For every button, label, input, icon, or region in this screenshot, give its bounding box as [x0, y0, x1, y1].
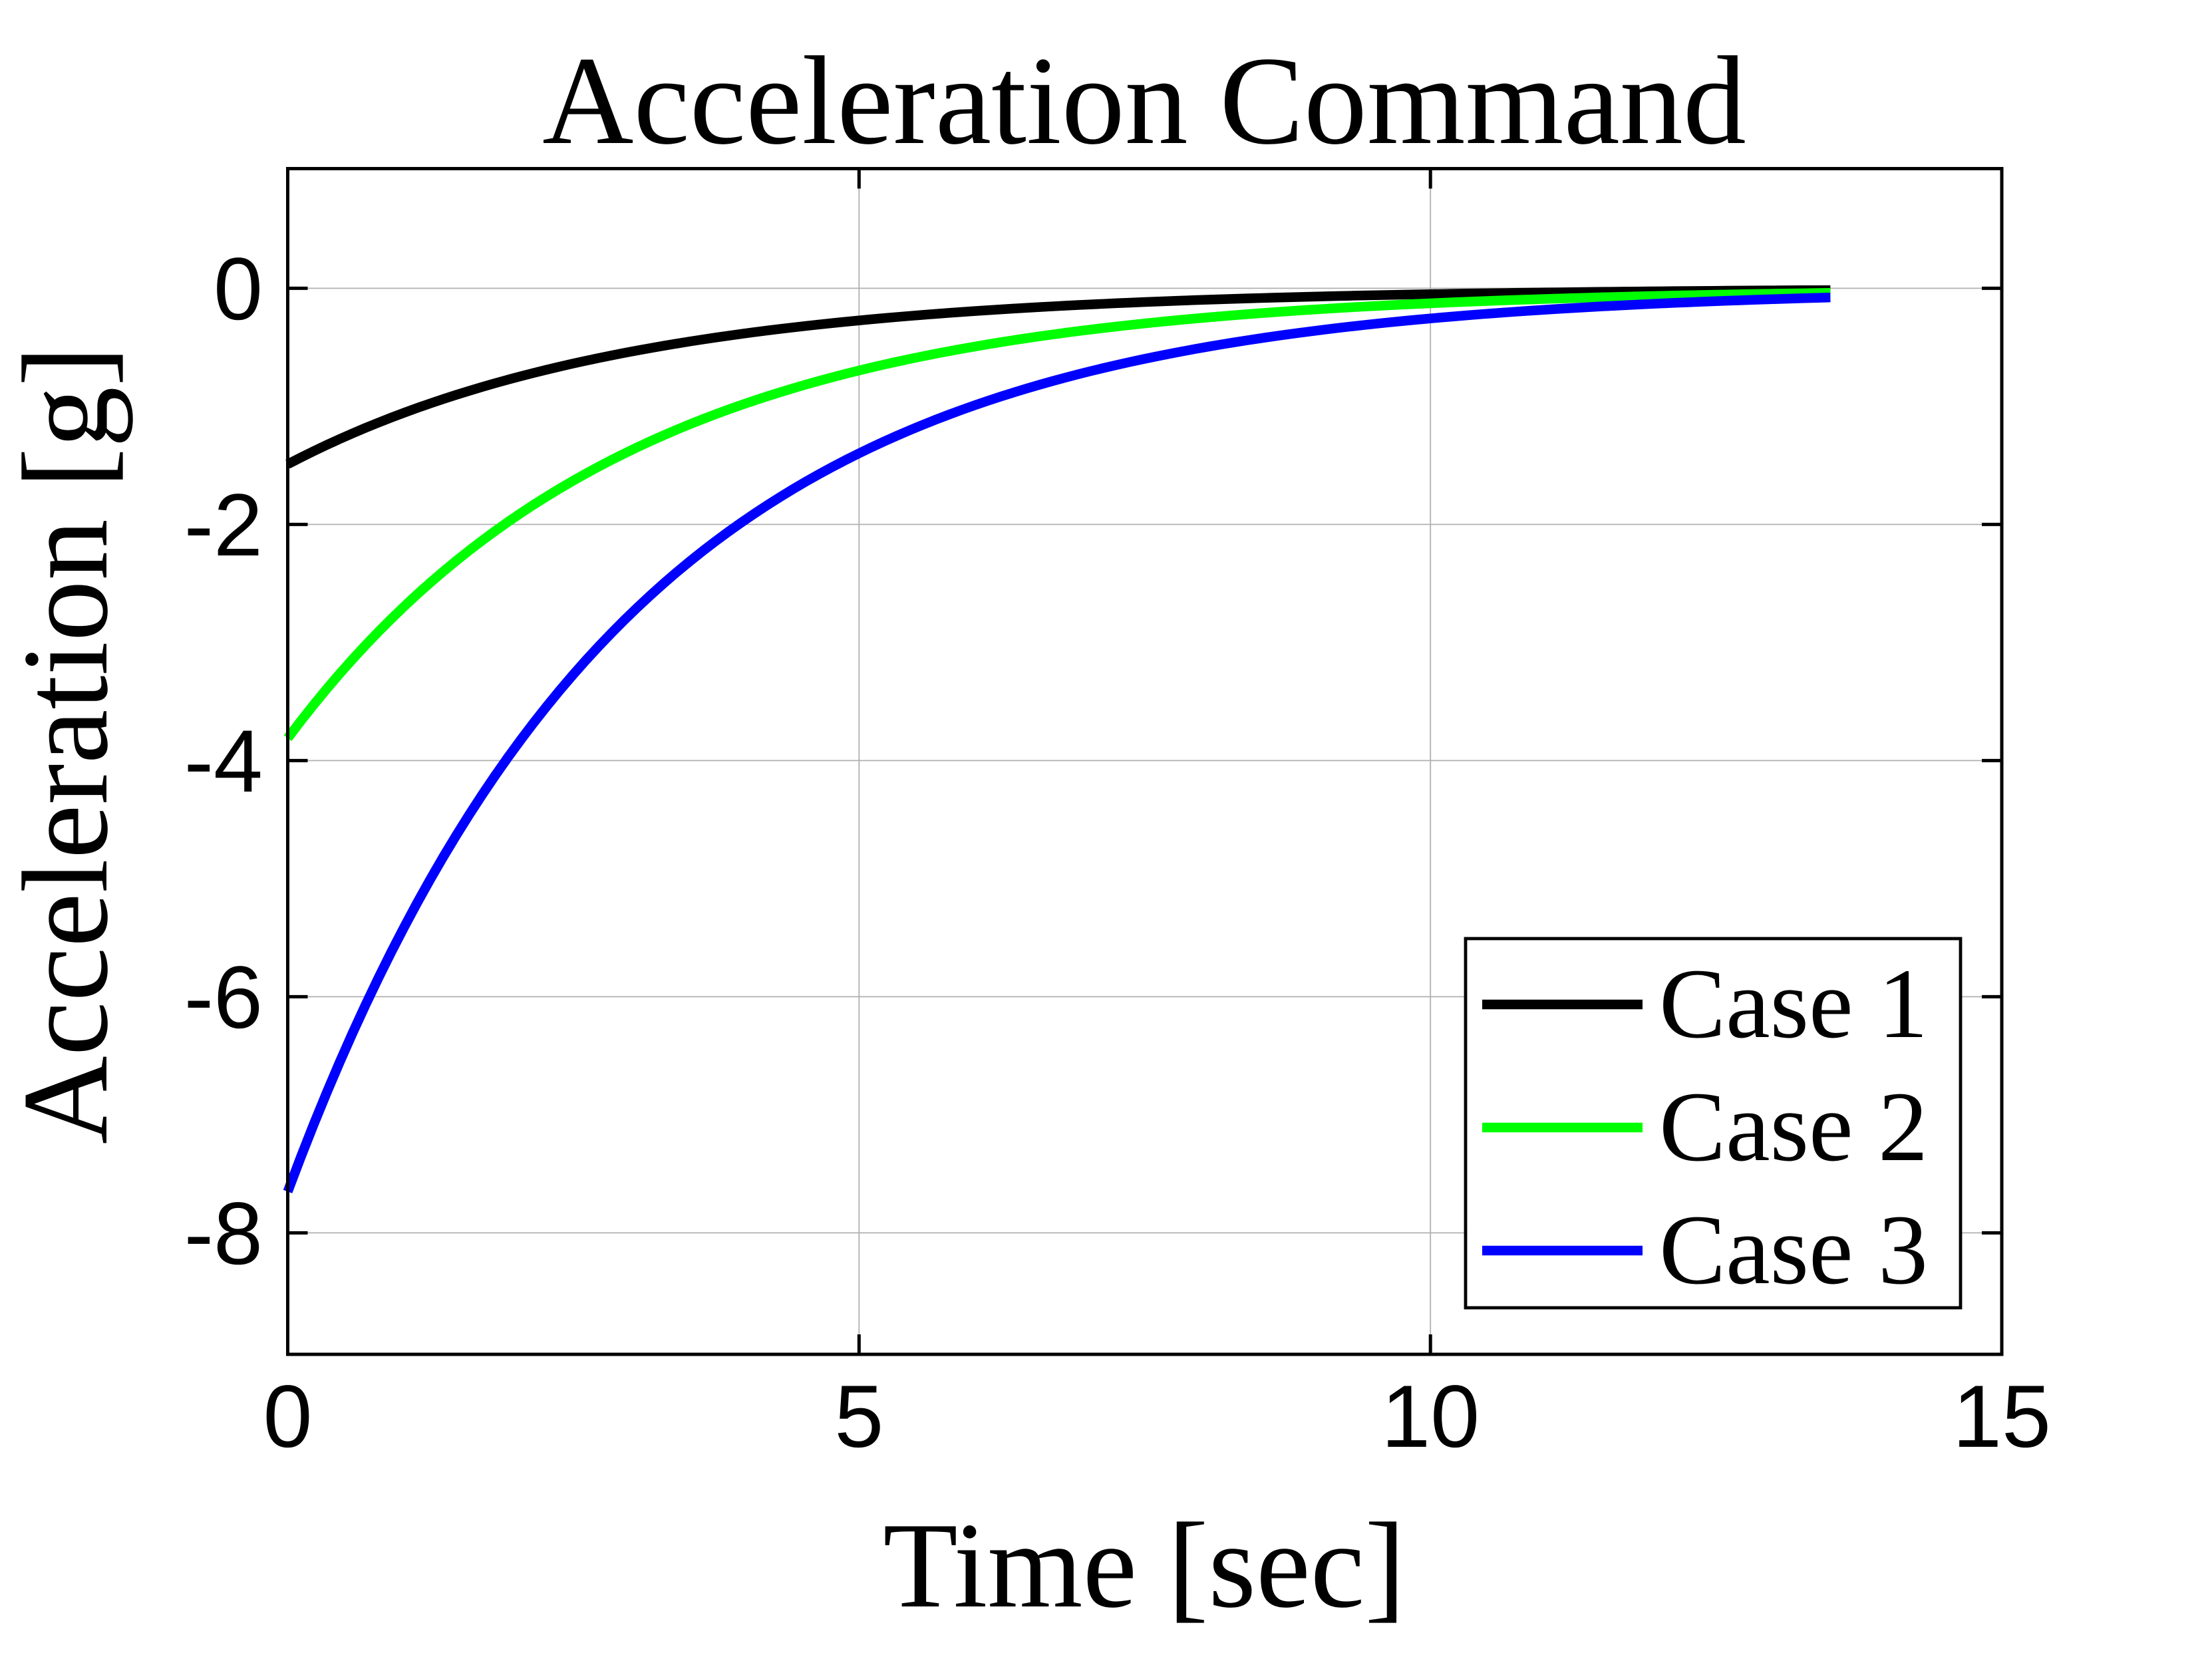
svg-text:15: 15	[1953, 1368, 2051, 1466]
svg-text:Time [sec]: Time [sec]	[883, 1497, 1405, 1633]
svg-text:Case 1: Case 1	[1659, 949, 1928, 1059]
svg-text:Acceleration [g]: Acceleration [g]	[0, 346, 133, 1144]
svg-text:Acceleration Command: Acceleration Command	[542, 31, 1746, 171]
svg-text:0: 0	[214, 240, 263, 339]
svg-text:Case 2: Case 2	[1659, 1072, 1928, 1182]
svg-text:Case 3: Case 3	[1659, 1195, 1928, 1305]
svg-text:-2: -2	[184, 476, 263, 575]
svg-text:5: 5	[834, 1368, 883, 1466]
svg-text:0: 0	[263, 1368, 313, 1466]
svg-text:-8: -8	[184, 1185, 263, 1283]
svg-text:-6: -6	[184, 949, 263, 1047]
svg-text:-4: -4	[184, 712, 263, 811]
svg-text:10: 10	[1381, 1368, 1480, 1466]
